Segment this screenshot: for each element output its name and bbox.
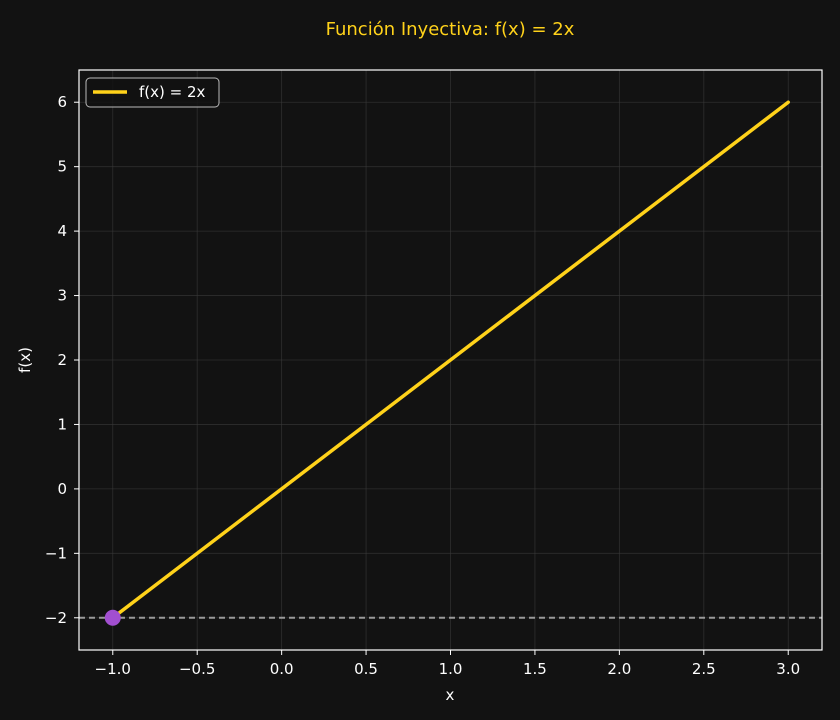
x-tick-label: 3.0 bbox=[776, 660, 800, 678]
y-tick-label: 2 bbox=[57, 351, 67, 369]
x-tick-label: 0.0 bbox=[270, 660, 294, 678]
legend-label: f(x) = 2x bbox=[139, 83, 206, 101]
x-tick-label: 2.5 bbox=[692, 660, 716, 678]
x-axis-label: x bbox=[446, 686, 455, 704]
y-tick-label: 0 bbox=[57, 480, 67, 498]
series-line bbox=[111, 100, 790, 620]
x-tick-label: 2.0 bbox=[607, 660, 631, 678]
x-tick-label: 1.0 bbox=[439, 660, 463, 678]
legend: f(x) = 2x bbox=[85, 77, 220, 108]
axis-ticks: −1.0 −0.5 0.0 0.5 1.0 1.5 2.0 2.5 3.0 −2 −1 0 1 2 3 4 5 6 bbox=[45, 93, 800, 678]
x-tick-label: 1.5 bbox=[523, 660, 547, 678]
y-tick-label: 1 bbox=[57, 415, 67, 433]
chart-title: Función Inyectiva: f(x) = 2x bbox=[326, 19, 575, 40]
plot-area bbox=[79, 100, 822, 626]
y-axis-label: f(x) bbox=[16, 347, 34, 373]
y-tick-label: 3 bbox=[57, 287, 67, 305]
y-tick-label: 6 bbox=[57, 93, 67, 111]
x-tick-label: −0.5 bbox=[179, 660, 215, 678]
y-tick-label: 5 bbox=[57, 158, 67, 176]
x-tick-label: −1.0 bbox=[95, 660, 131, 678]
y-tick-label: 4 bbox=[57, 222, 67, 240]
legend-box bbox=[85, 77, 220, 108]
y-tick-label: −1 bbox=[45, 544, 67, 562]
x-tick-label: 0.5 bbox=[354, 660, 378, 678]
y-tick-label: −2 bbox=[45, 609, 67, 627]
highlight-point bbox=[104, 609, 121, 626]
